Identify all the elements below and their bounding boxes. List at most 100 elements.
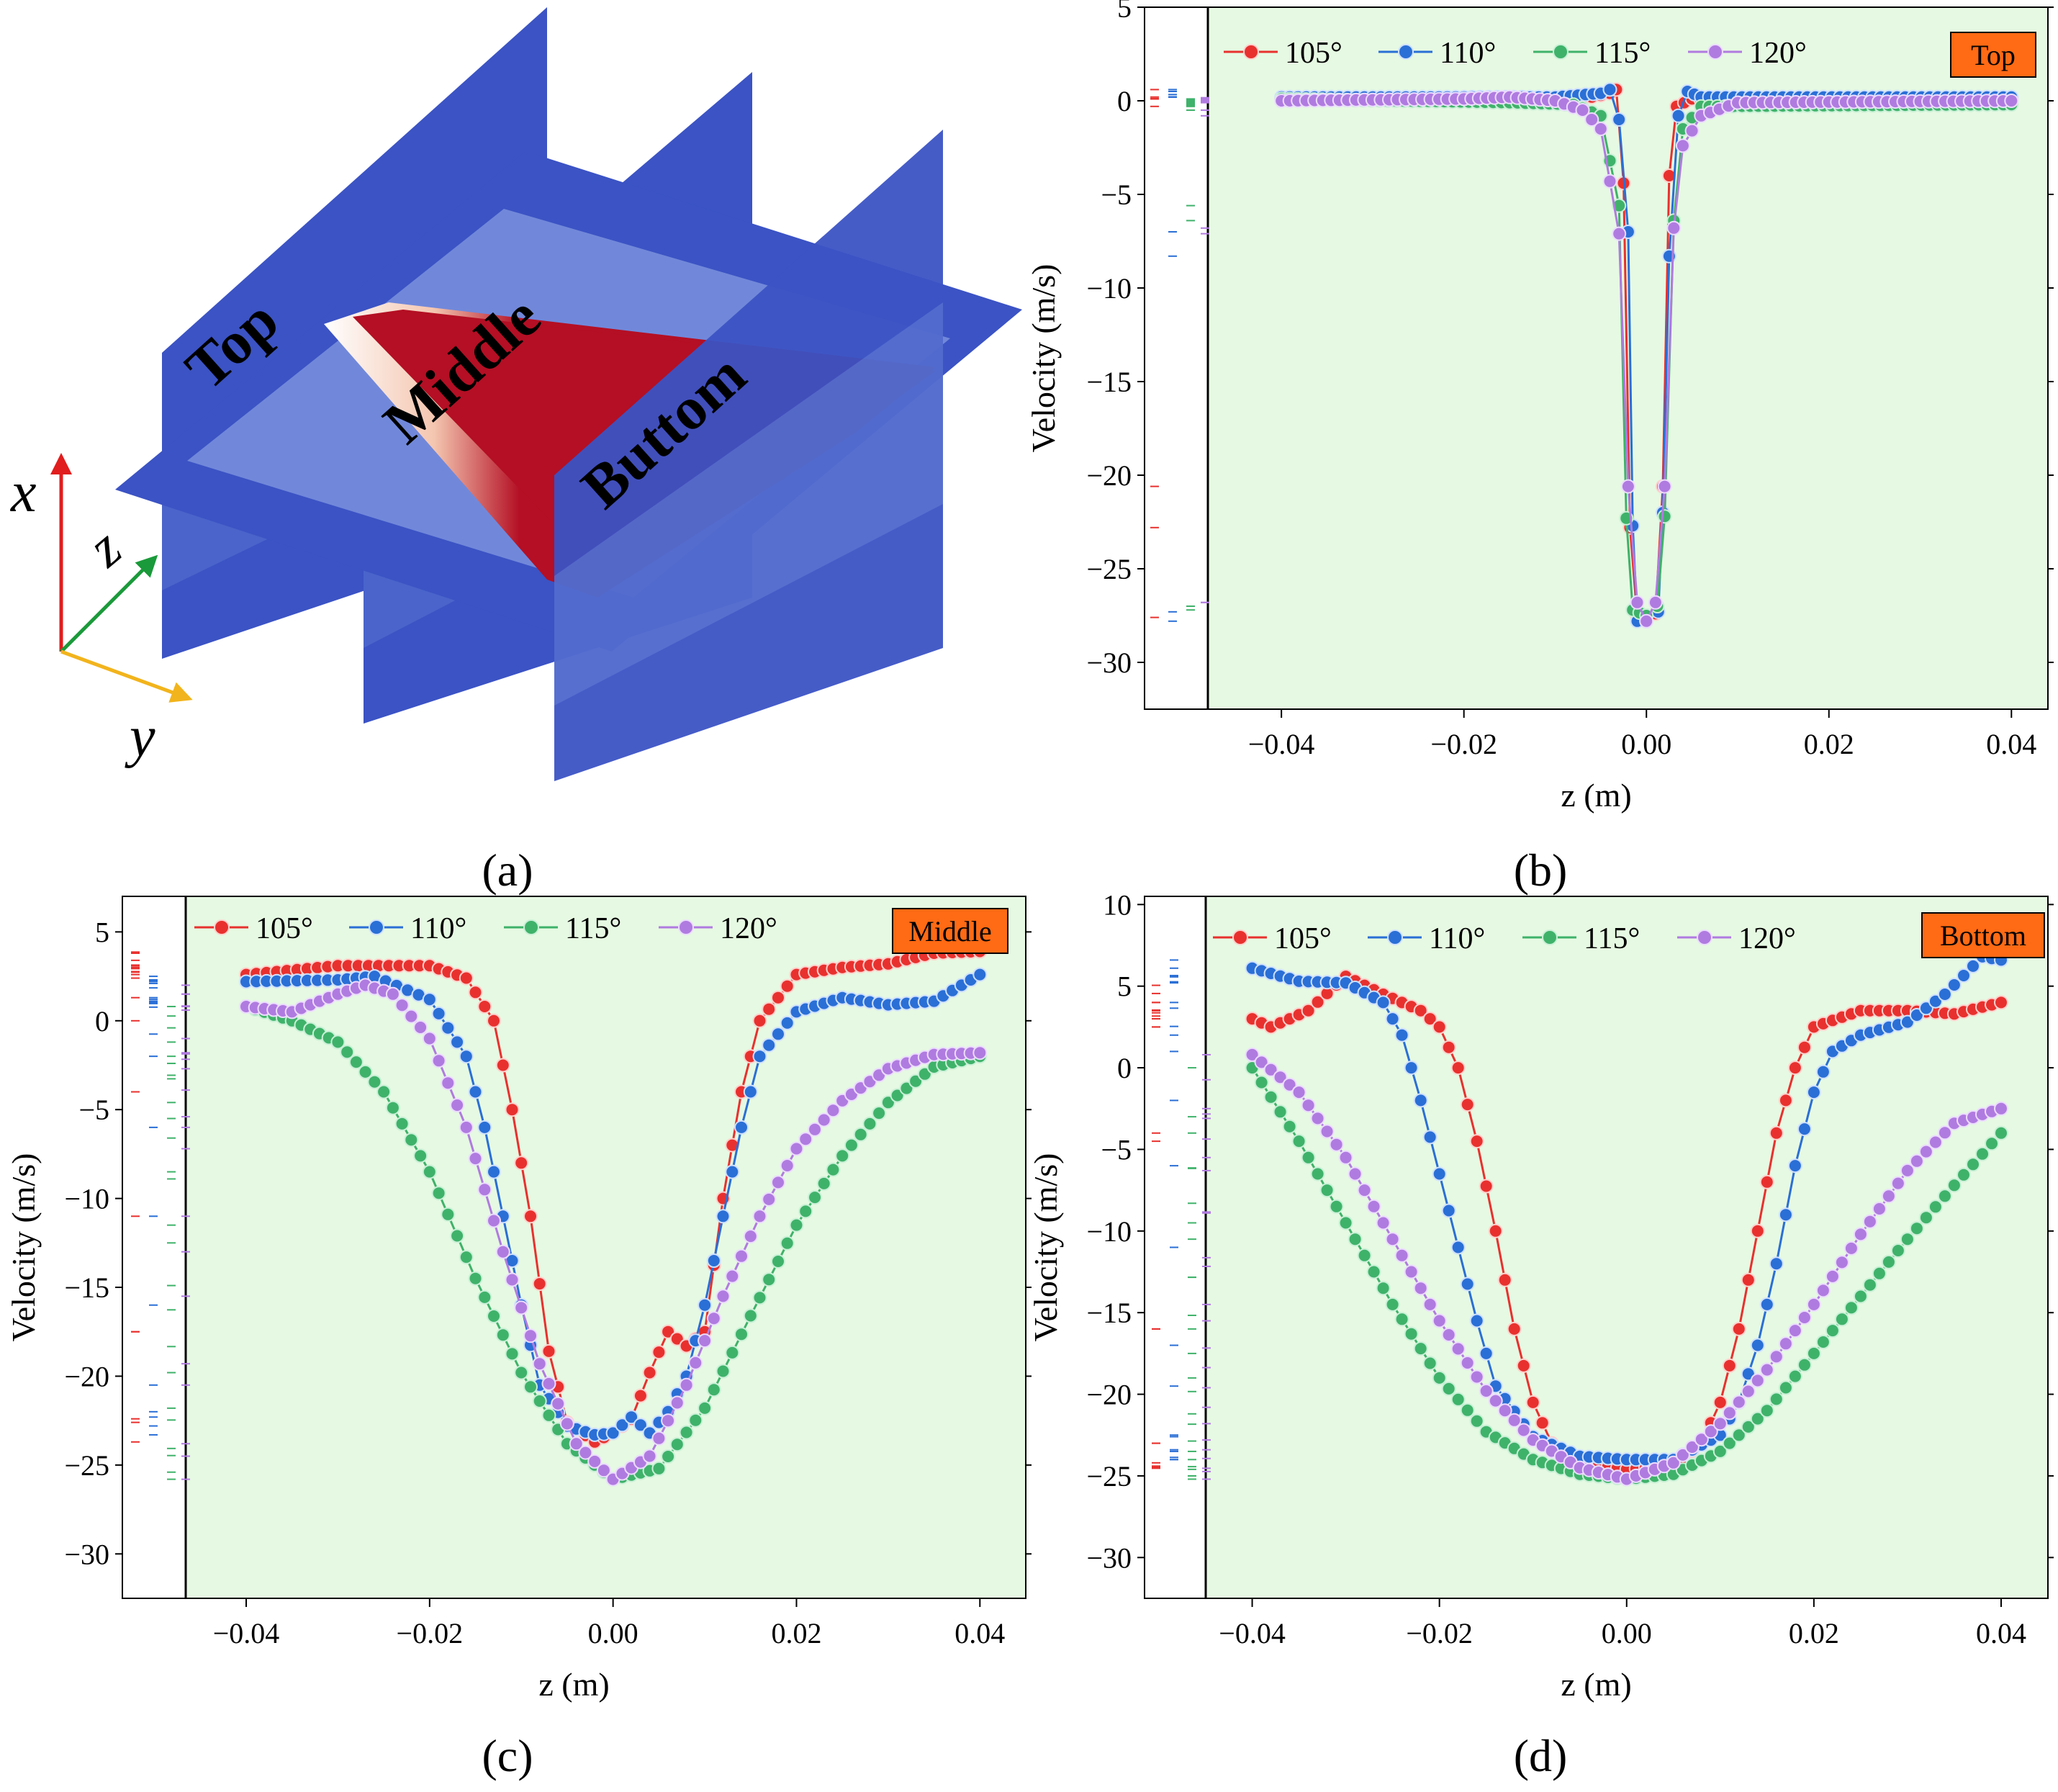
- data-point: [1675, 138, 1690, 153]
- data-point: [1263, 1089, 1278, 1104]
- data-point: [752, 1209, 767, 1224]
- data-point: [1946, 978, 1962, 992]
- legend-label: 110°: [1440, 37, 1496, 70]
- y-tick-label: −15: [1086, 1297, 1132, 1329]
- data-point: [1273, 1104, 1288, 1120]
- data-point: [1460, 1097, 1475, 1112]
- x-axis-title: z (m): [538, 1666, 609, 1703]
- data-point: [716, 1289, 731, 1304]
- data-point: [762, 1192, 777, 1207]
- data-point: [1666, 1455, 1681, 1470]
- data-point: [1825, 1269, 1840, 1284]
- data-point: [1413, 1341, 1428, 1356]
- data-point: [450, 1098, 465, 1112]
- data-point: [1413, 1003, 1428, 1018]
- legend-label: 120°: [1738, 922, 1796, 955]
- data-point: [450, 1035, 465, 1050]
- data-point: [1853, 1289, 1868, 1304]
- y-axis-title: Velocity (m/s): [1025, 264, 1062, 453]
- data-point: [1450, 1341, 1466, 1356]
- data-point: [1928, 1199, 1943, 1215]
- data-point: [1450, 1392, 1466, 1407]
- data-point: [1862, 1214, 1877, 1229]
- data-point: [1741, 1419, 1756, 1434]
- data-point: [1319, 1124, 1335, 1139]
- data-point: [1694, 1432, 1709, 1447]
- data-point: [1460, 1277, 1475, 1292]
- data-point: [752, 1013, 767, 1028]
- data-point: [532, 1394, 547, 1408]
- data-point: [1881, 1254, 1896, 1269]
- data-point: [762, 1272, 777, 1287]
- legend-marker: [1697, 929, 1712, 945]
- data-point: [1319, 1183, 1335, 1198]
- data-point: [780, 1235, 795, 1251]
- data-point: [789, 1217, 804, 1233]
- data-point: [624, 1410, 639, 1425]
- data-point: [1620, 479, 1635, 494]
- panel-label-c: (c): [482, 1730, 533, 1781]
- data-point: [1593, 122, 1608, 136]
- data-point: [669, 1395, 685, 1410]
- data-point: [826, 1162, 841, 1177]
- panel-label-a: (a): [482, 845, 533, 896]
- data-point: [505, 1272, 520, 1287]
- data-point: [1602, 82, 1617, 97]
- y-tick-label: −5: [1101, 179, 1132, 211]
- data-point: [734, 1120, 749, 1135]
- data-point: [734, 1327, 749, 1342]
- data-point: [1759, 1362, 1774, 1377]
- data-point: [1338, 1215, 1353, 1230]
- data-point: [487, 1013, 501, 1028]
- data-point: [1797, 1040, 1812, 1055]
- data-point: [1441, 1381, 1456, 1396]
- data-point: [1460, 1356, 1475, 1370]
- legend-marker: [1243, 44, 1259, 60]
- data-point: [1759, 1297, 1774, 1312]
- bottom-plane-glow: [554, 302, 943, 706]
- panel-label-d: (d): [1514, 1730, 1568, 1781]
- y-axis-title: Velocity (m/s): [1027, 1153, 1064, 1342]
- data-point: [1385, 1297, 1400, 1312]
- panel-label-b: (b): [1514, 845, 1568, 896]
- data-point: [1301, 1150, 1316, 1165]
- data-point: [495, 1328, 510, 1343]
- data-point: [872, 1106, 887, 1121]
- data-point: [1254, 1055, 1269, 1070]
- data-point: [789, 1141, 804, 1156]
- data-point: [1862, 1277, 1877, 1292]
- data-point: [468, 1271, 483, 1286]
- data-point: [385, 986, 400, 1001]
- data-point: [1994, 1125, 2008, 1140]
- data-point: [1282, 1077, 1297, 1092]
- data-point: [1394, 1312, 1409, 1327]
- data-point: [1909, 1221, 1924, 1236]
- data-point: [431, 1006, 446, 1021]
- data-point: [514, 1300, 529, 1315]
- legend-label: 120°: [720, 912, 777, 945]
- x-axis-title: z (m): [1561, 777, 1631, 814]
- data-point: [734, 1248, 749, 1264]
- data-point: [1469, 1134, 1484, 1149]
- data-point: [1329, 1137, 1344, 1152]
- data-point: [394, 1116, 410, 1131]
- legend-marker: [1707, 44, 1723, 60]
- y-tick-label: −25: [1086, 553, 1132, 585]
- data-point: [1750, 1373, 1765, 1388]
- data-point: [706, 1311, 721, 1326]
- data-point: [605, 1426, 620, 1441]
- data-point: [642, 1365, 657, 1380]
- data-point: [661, 1413, 676, 1428]
- data-point: [1450, 1061, 1466, 1076]
- data-point: [1722, 1436, 1737, 1451]
- x-tick-label: 0.04: [1976, 1617, 2026, 1649]
- data-point: [1441, 1040, 1456, 1055]
- data-point: [596, 1463, 611, 1478]
- data-point: [1301, 1003, 1316, 1018]
- data-point: [1516, 1358, 1531, 1373]
- data-point: [1806, 1346, 1821, 1361]
- data-point: [514, 1156, 529, 1171]
- data-point: [1741, 1272, 1756, 1287]
- data-point: [450, 1228, 465, 1243]
- data-point: [1731, 1395, 1746, 1410]
